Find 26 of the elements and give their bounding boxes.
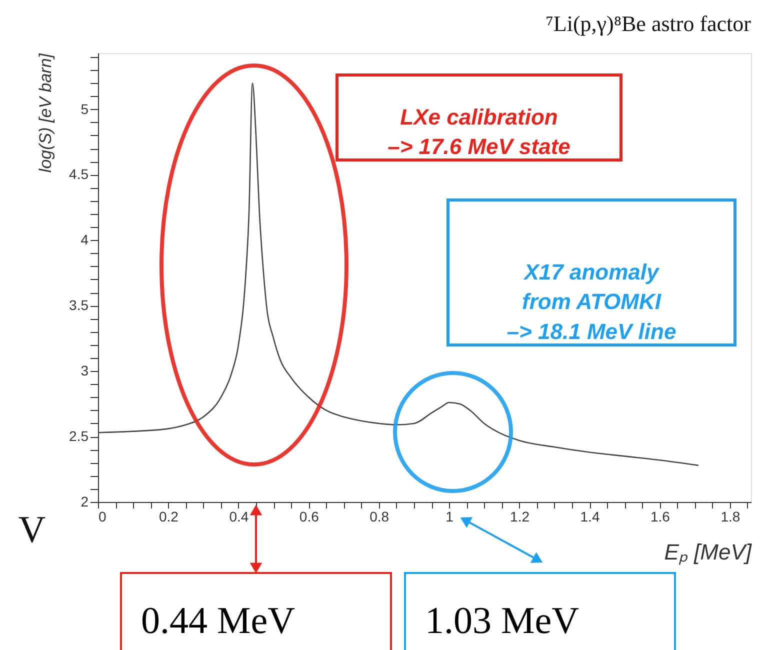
x-tick-label: 0.8 <box>370 508 390 524</box>
x-tick-label: 0.2 <box>158 508 179 524</box>
text: 1.03 MeV <box>425 600 580 642</box>
x-tick-label: 1.4 <box>580 508 600 524</box>
x-tick-label: 0.4 <box>229 508 249 524</box>
y-tick-label: 3.5 <box>69 297 89 314</box>
x-axis-title: Eₚ [MeV] <box>664 540 752 566</box>
x-tick-label: 1.6 <box>650 508 670 524</box>
text: V <box>18 509 46 551</box>
y-tick-label: 4.5 <box>69 166 89 182</box>
x-tick-label: 0 <box>98 508 106 524</box>
annotation: X17 anomaly from ATOMKI –> 18.1 MeV line <box>506 260 676 344</box>
y-tick-label: 3 <box>80 362 89 379</box>
x-tick-label: 1 <box>446 508 454 524</box>
y-tick-label: 5 <box>80 100 89 117</box>
y-tick-label: 4 <box>80 232 89 248</box>
x-tick-label: 1.2 <box>510 508 530 524</box>
y-tick-label: 2 <box>80 494 89 510</box>
y-axis-title: log(S) [eV barn] <box>36 52 56 173</box>
text: 0.44 MeV <box>141 600 296 642</box>
x-tick-label: 0.6 <box>299 508 320 524</box>
line-series <box>97 82 699 466</box>
x-tick-label: 1.8 <box>720 508 740 524</box>
chart-title: ⁷Li(p,γ)⁸Be astro factor <box>546 10 752 36</box>
y-tick-label: 2.5 <box>69 428 89 444</box>
annotation: LXe calibration –> 17.6 MeV state <box>388 104 570 160</box>
